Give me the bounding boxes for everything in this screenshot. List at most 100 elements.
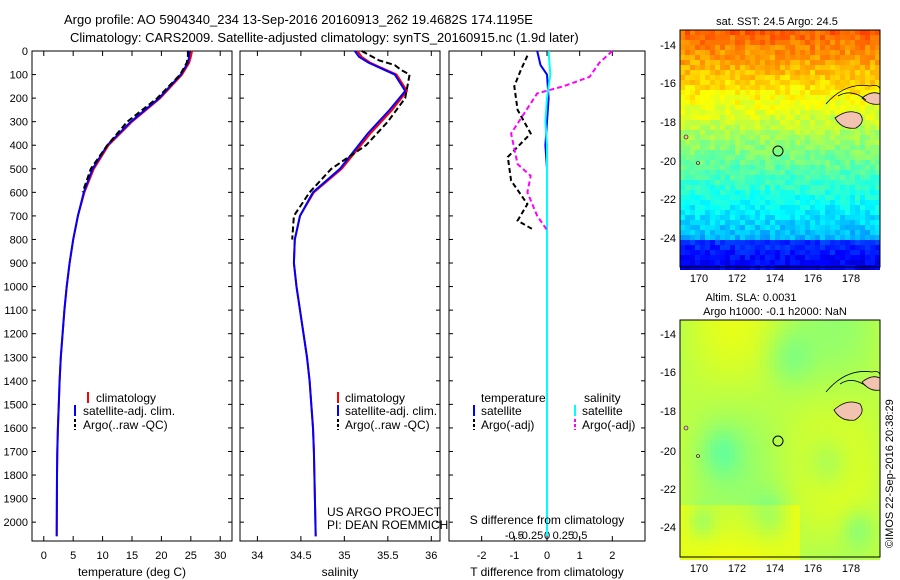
sla-cell	[755, 335, 760, 340]
sst-cell	[740, 110, 745, 115]
sla-cell	[800, 535, 805, 540]
sst-cell	[780, 160, 785, 165]
sst-cell	[780, 70, 785, 75]
sla-cell	[750, 540, 755, 545]
sla-cell	[705, 370, 710, 375]
sst-cell	[685, 140, 690, 145]
sla-cell	[720, 405, 725, 410]
sst-cell	[810, 255, 815, 260]
sst-cell	[770, 145, 775, 150]
sst-cell	[680, 260, 685, 265]
sla-cell	[780, 395, 785, 400]
sst-cell	[750, 185, 755, 190]
sla-cell	[835, 445, 840, 450]
sla-cell	[855, 375, 860, 380]
sla-cell	[800, 350, 805, 355]
sla-cell	[750, 440, 755, 445]
sla-cell	[680, 415, 685, 420]
sla-cell	[750, 520, 755, 525]
sla-cell	[735, 365, 740, 370]
sst-cell	[815, 200, 820, 205]
sla-cell	[695, 330, 700, 335]
x-tick-label: -1	[509, 550, 519, 562]
sla-cell	[795, 530, 800, 535]
sst-cell	[720, 55, 725, 60]
sla-cell	[835, 435, 840, 440]
sla-cell	[680, 445, 685, 450]
sla-cell	[795, 355, 800, 360]
sla-cell	[830, 390, 835, 395]
temperature-plot-frame	[31, 50, 233, 542]
sla-cell	[695, 430, 700, 435]
sla-cell	[690, 460, 695, 465]
sla-cell	[695, 370, 700, 375]
sla-cell	[825, 330, 830, 335]
sla-cell	[810, 395, 815, 400]
sst-cell	[850, 60, 855, 65]
sla-cell	[875, 430, 880, 435]
sla-cell	[705, 510, 710, 515]
sla-cell	[800, 515, 805, 520]
sla-cell	[775, 475, 780, 480]
sst-cell	[710, 195, 715, 200]
sst-cell	[765, 210, 770, 215]
sst-cell	[695, 50, 700, 55]
sla-cell	[690, 455, 695, 460]
sst-cell	[830, 160, 835, 165]
sla-cell	[765, 540, 770, 545]
sla-cell	[775, 365, 780, 370]
sla-cell	[855, 440, 860, 445]
sla-cell	[760, 390, 765, 395]
sst-cell	[745, 165, 750, 170]
sst-cell	[695, 75, 700, 80]
sst-cell	[865, 80, 870, 85]
sst-cell	[765, 245, 770, 250]
sla-cell	[775, 540, 780, 545]
sla-cell	[810, 535, 815, 540]
sst-lat-ticks: -14 -16 -18 -20 -22 -24	[660, 40, 676, 245]
sla-cell	[685, 430, 690, 435]
sla-cell	[695, 325, 700, 330]
sla-cell	[820, 375, 825, 380]
sst-cell	[715, 245, 720, 250]
sla-cell	[685, 350, 690, 355]
sst-cell	[720, 75, 725, 80]
sla-cell	[860, 455, 865, 460]
sst-cell	[800, 235, 805, 240]
sst-cell	[720, 185, 725, 190]
sla-cell	[875, 460, 880, 465]
sla-cell	[700, 390, 705, 395]
sst-cell	[785, 255, 790, 260]
sst-cell	[875, 155, 880, 160]
sst-cell	[825, 80, 830, 85]
sst-cell	[845, 130, 850, 135]
sla-cell	[735, 420, 740, 425]
sla-cell	[855, 520, 860, 525]
sst-cell	[820, 200, 825, 205]
sst-cell	[735, 240, 740, 245]
sla-cell	[850, 430, 855, 435]
sla-cell	[860, 370, 865, 375]
sla-cell	[765, 320, 770, 325]
sla-cell	[700, 490, 705, 495]
sla-cell	[835, 530, 840, 535]
sla-cell	[770, 385, 775, 390]
sla-cell	[825, 400, 830, 405]
sst-cell	[795, 105, 800, 110]
sst-cell	[795, 190, 800, 195]
sst-cell	[755, 190, 760, 195]
sst-cell	[875, 90, 880, 95]
sla-cell	[715, 455, 720, 460]
sst-cell	[715, 210, 720, 215]
sla-cell	[855, 530, 860, 535]
sla-cell	[710, 340, 715, 345]
sst-cell	[810, 225, 815, 230]
sst-cell	[690, 215, 695, 220]
sla-cell	[800, 455, 805, 460]
sst-cell	[695, 155, 700, 160]
sst-cell	[785, 80, 790, 85]
sla-cell	[715, 475, 720, 480]
sla-cell	[725, 335, 730, 340]
sla-cell	[850, 395, 855, 400]
sst-cell	[810, 260, 815, 265]
